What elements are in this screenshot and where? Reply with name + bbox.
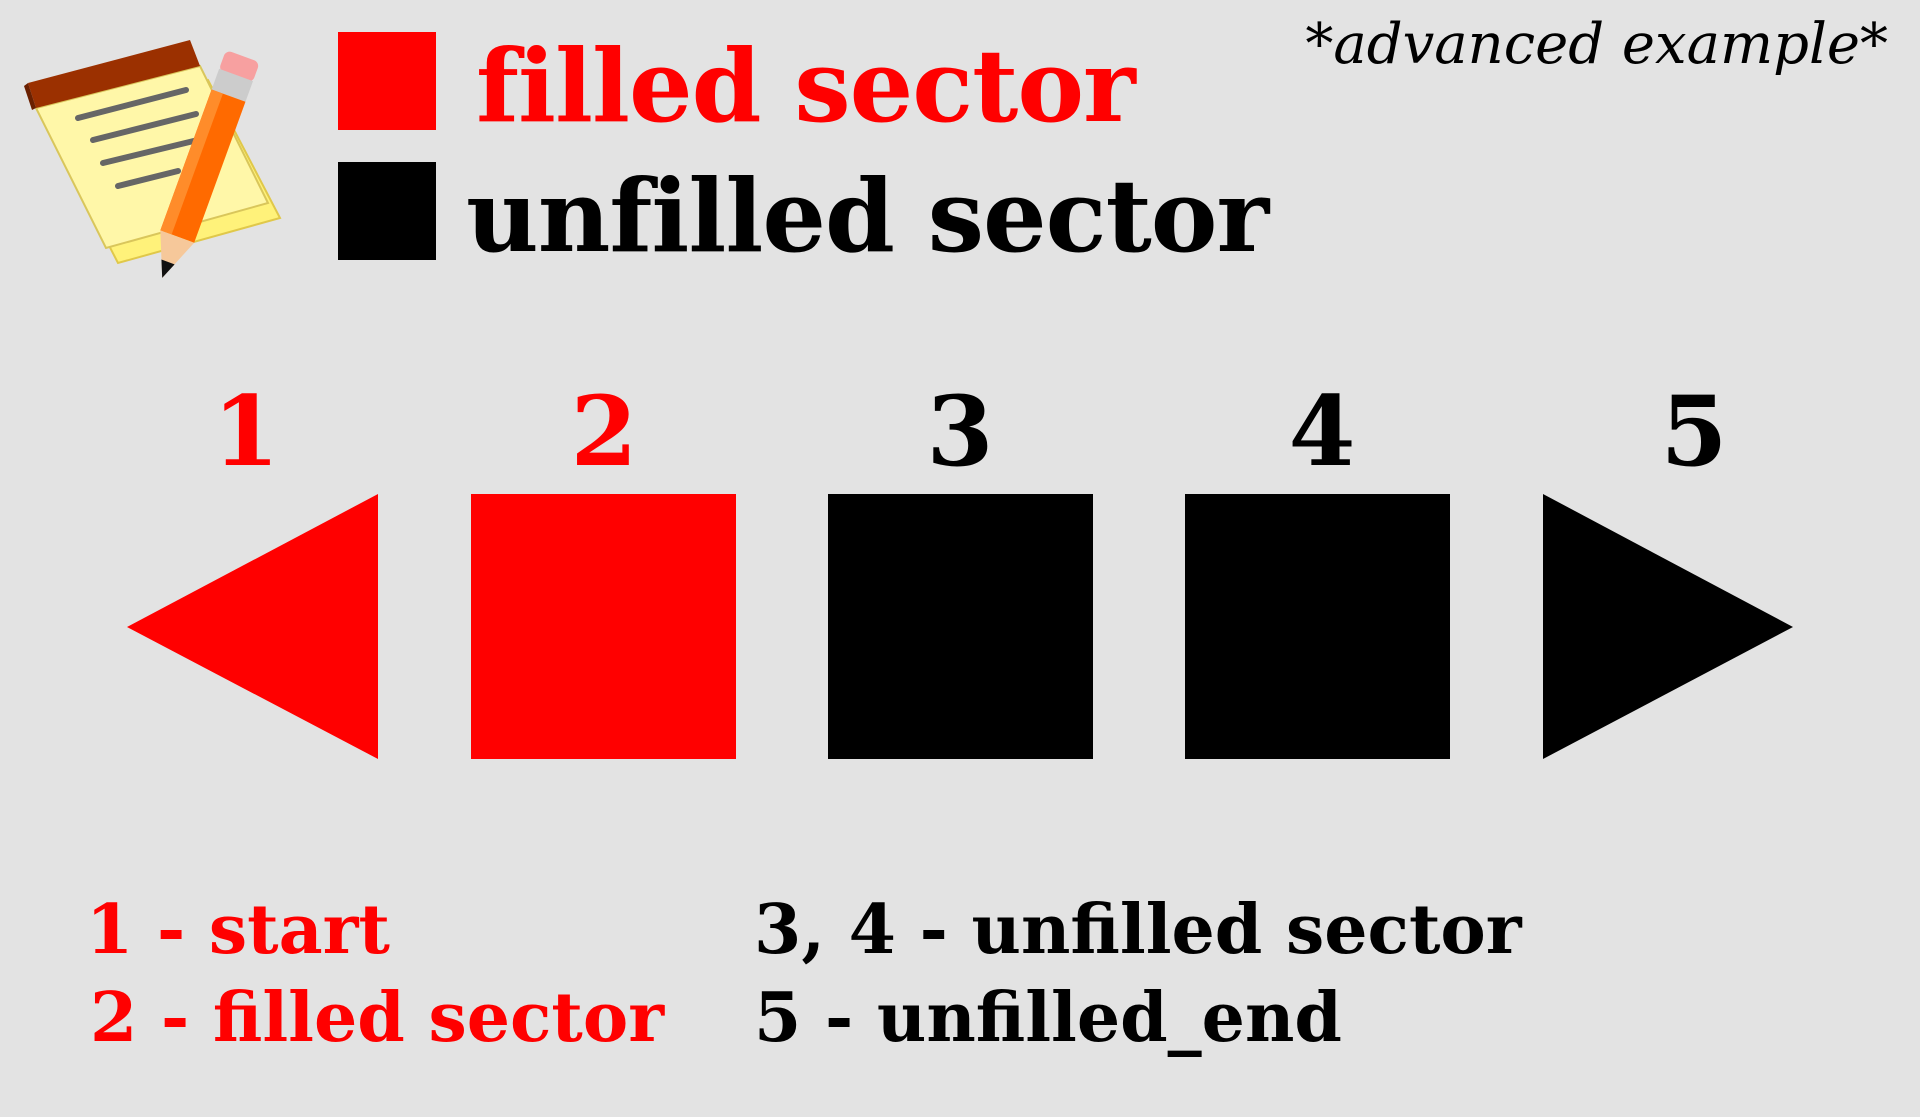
notepad-pencil-icon (24, 40, 282, 278)
caption-start: 1 - start (86, 890, 390, 970)
legend-swatch-unfilled (338, 162, 436, 260)
sector-number-5: 5 (1660, 375, 1728, 488)
sector-unfilled-square-4 (1185, 494, 1450, 759)
sector-end-triangle (1543, 494, 1793, 759)
sector-filled-square (471, 494, 736, 759)
sector-number-1: 1 (212, 375, 280, 488)
caption-unfilled-sector: 3, 4 - unfilled sector (754, 890, 1522, 970)
sector-number-2: 2 (570, 375, 638, 488)
legend-swatch-filled (338, 32, 436, 130)
sector-number-3: 3 (926, 375, 994, 488)
legend-label-unfilled: unfilled sector (466, 157, 1269, 275)
legend-label-filled: filled sector (476, 27, 1136, 145)
caption-filled-sector: 2 - filled sector (90, 978, 665, 1058)
sector-number-4: 4 (1288, 375, 1356, 488)
advanced-example-note: *advanced example* (1305, 12, 1888, 77)
caption-unfilled-end: 5 - unfilled_end (754, 978, 1342, 1058)
sector-start-triangle (127, 494, 378, 759)
sector-unfilled-square-3 (828, 494, 1093, 759)
